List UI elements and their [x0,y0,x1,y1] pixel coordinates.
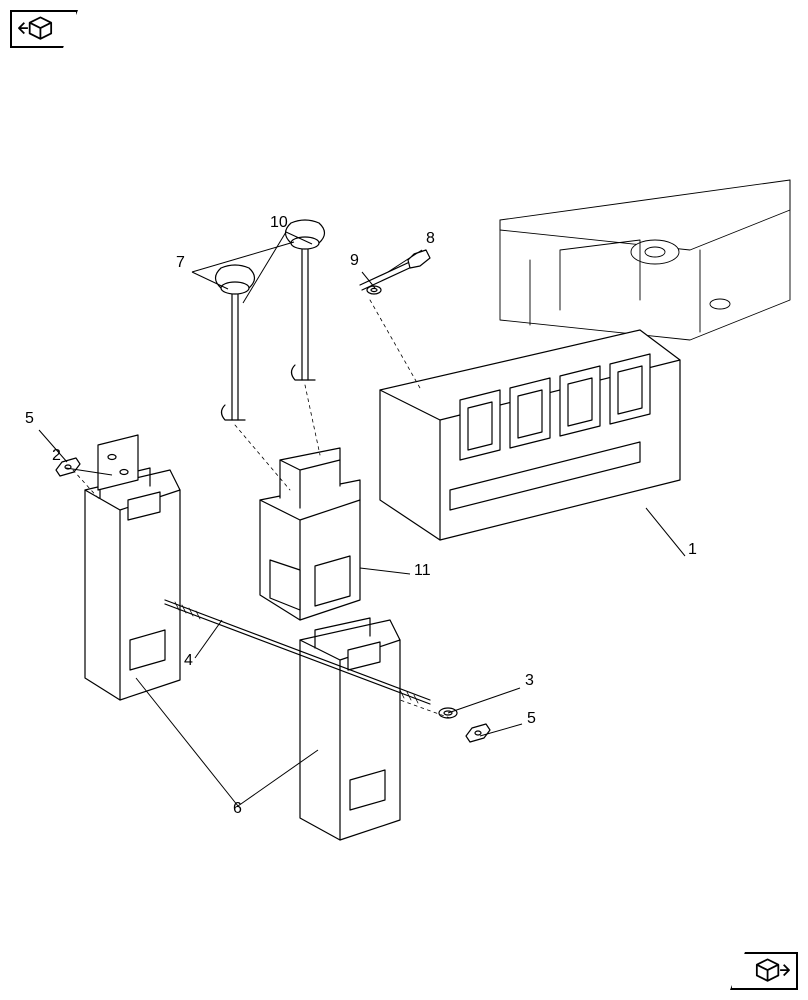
callout-8: 8 [426,230,435,248]
callout-10: 10 [270,214,288,232]
diagram-page: 1 2 3 4 5 5 6 7 8 9 10 11 [0,0,808,1000]
callout-9: 9 [350,252,359,270]
callout-1: 1 [688,541,697,559]
callout-2: 2 [52,447,61,465]
callout-5b: 5 [527,710,536,728]
leader-lines [0,0,808,1000]
callout-6: 6 [233,800,242,818]
callout-7: 7 [176,254,185,272]
callout-5a: 5 [25,410,34,428]
callout-11: 11 [414,562,431,580]
callout-3: 3 [525,672,534,690]
callout-4: 4 [184,652,193,670]
